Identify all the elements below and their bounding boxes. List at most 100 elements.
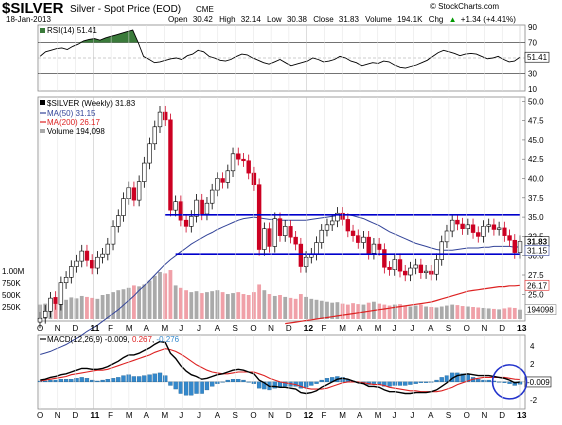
macd-histogram-bar [74, 378, 79, 383]
macd-histogram-bar [507, 381, 512, 384]
volume-bar [304, 296, 308, 319]
price-candle [53, 297, 58, 304]
volume-bar [293, 298, 298, 319]
volume-bar [283, 296, 288, 319]
ma200-last-tag: 26.17 [527, 281, 548, 290]
volume-bar [220, 292, 225, 319]
rsi-last-value-box [524, 51, 550, 63]
price-candle [439, 241, 444, 260]
x-label-price-2: D [73, 324, 79, 333]
x-label-macd-18: A [357, 411, 363, 420]
macd-histogram-bar [142, 375, 147, 383]
price-candle [225, 170, 231, 183]
volume-bar [471, 307, 475, 319]
volume-bar [345, 304, 350, 319]
volume-bar [330, 302, 335, 319]
volume-bar [252, 292, 256, 319]
ma50-last-tag-box [524, 245, 550, 256]
macd-histogram-bar [298, 381, 304, 389]
macd-histogram-bar [403, 381, 408, 386]
price-candle [163, 111, 168, 121]
price-candle [387, 266, 392, 270]
volume-bar [95, 298, 100, 319]
macd-crossover-circle [491, 364, 528, 400]
x-label-price-27: 13 [517, 323, 527, 333]
macd-histogram-bar [476, 379, 481, 383]
x-label-price-24: O [464, 324, 470, 333]
volume-bar [492, 308, 496, 319]
macd-histogram-bar [340, 377, 345, 383]
macd-histogram-bar [512, 381, 517, 386]
price-candle [423, 270, 429, 273]
price-candle [335, 212, 340, 222]
price-panel-frame [37, 96, 526, 322]
price-candle [256, 184, 262, 250]
macd-legend-macd: MACD(12,26,9) -0.009 [47, 335, 128, 344]
x-label-macd-7: M [161, 411, 168, 420]
macd-tick-label--2: -2 [530, 396, 538, 405]
price-candle [277, 218, 283, 236]
x-label-macd-0: O [37, 411, 43, 420]
open-value: 30.42 [193, 15, 214, 24]
x-label-price-8: J [179, 324, 183, 333]
volume-bar [53, 301, 58, 319]
price-candle [131, 187, 137, 201]
macd-histogram-bar [63, 379, 69, 383]
volume-tick-label-0: 1.00M [2, 267, 25, 276]
price-tick-label-37.5: 37.5 [528, 194, 544, 203]
volume-bar [314, 299, 319, 319]
macd-histogram-bar [90, 379, 95, 383]
x-label-macd-2: D [73, 411, 79, 420]
macd-histogram-bar [460, 373, 465, 383]
x-label-price-3: 11 [90, 323, 99, 333]
price-candle [413, 264, 418, 269]
volume-bar [486, 308, 491, 319]
price-candle [314, 242, 319, 255]
volume-bar [121, 289, 126, 319]
macd-histogram-bar [303, 381, 309, 388]
macd-histogram-bar [225, 379, 230, 383]
price-candle [147, 143, 152, 164]
macd-histogram-bar [241, 379, 246, 383]
price-candle [95, 256, 100, 269]
macd-histogram-bar [272, 381, 277, 389]
macd-histogram-bar [439, 377, 444, 383]
x-label-price-12: O [250, 324, 256, 333]
volume-bar [215, 290, 220, 319]
price-candle [199, 199, 204, 215]
volume-tick-label-3: 250K [2, 303, 21, 312]
price-candle [486, 224, 491, 227]
volume-bar [194, 291, 199, 319]
volume-bar [413, 305, 418, 319]
macd-signal-line [39, 348, 521, 393]
price-candle [434, 259, 439, 275]
volume-bar [335, 302, 340, 319]
macd-histogram-bar [455, 372, 460, 383]
volume-bar [439, 306, 444, 319]
macd-histogram-bar [319, 379, 324, 383]
chart-instrument-name: Silver - Spot Price (EOD) [70, 4, 181, 15]
macd-histogram-bar [178, 381, 184, 394]
macd-histogram-bar [79, 377, 84, 383]
volume-bar [298, 294, 303, 319]
price-candle [481, 226, 486, 237]
volume-bar [105, 294, 110, 319]
price-candle [319, 229, 324, 243]
low-label: Low [267, 15, 282, 24]
close-last-tag: 31.83 [527, 238, 548, 247]
price-candle [496, 227, 502, 230]
macd-histogram-bar [220, 381, 225, 383]
price-candle [43, 310, 48, 318]
price-tick-label-30.0: 30.0 [528, 252, 544, 261]
x-label-price-1: N [55, 324, 61, 333]
x-label-macd-3: 11 [90, 410, 99, 420]
macd-histogram-bar [189, 381, 194, 396]
macd-histogram-bar [183, 381, 189, 396]
x-label-price-0: O [37, 324, 43, 333]
price-candle [79, 250, 84, 262]
macd-histogram-bar [116, 377, 121, 383]
x-label-macd-9: J [197, 411, 201, 420]
price-candle [272, 218, 277, 247]
price-candle [251, 172, 257, 185]
